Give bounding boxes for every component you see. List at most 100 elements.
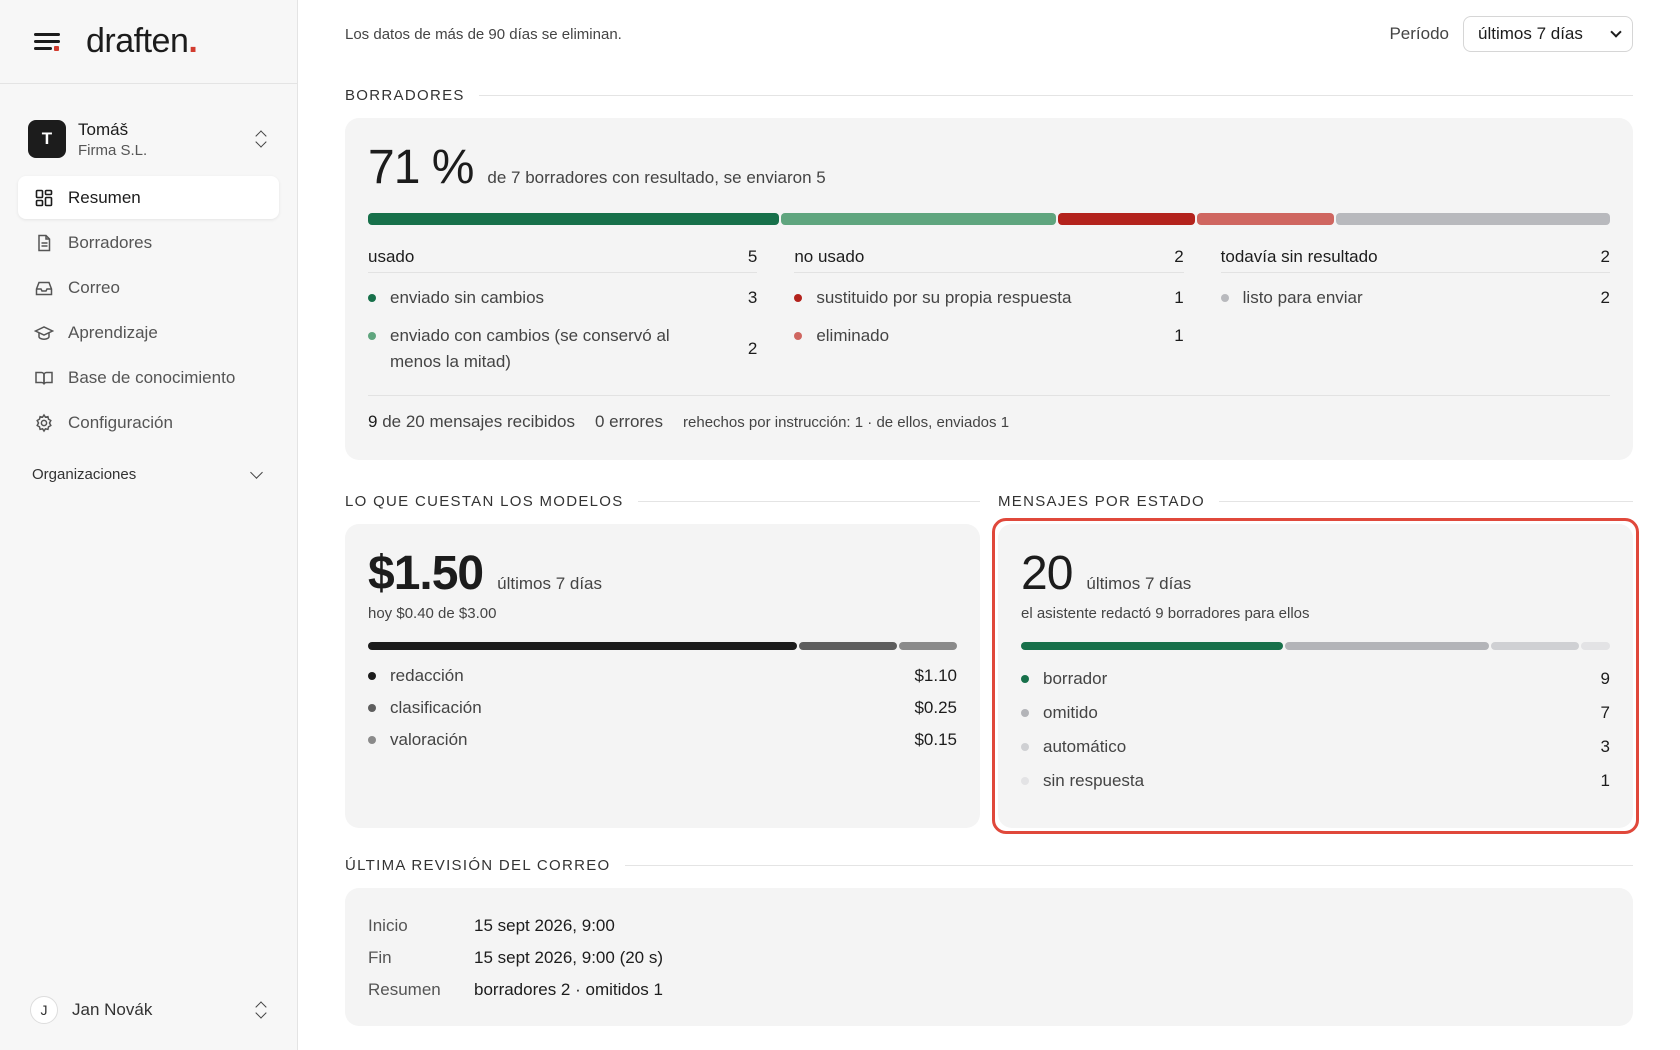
bar-segment: [1491, 642, 1579, 650]
message-state-row: borrador 9: [1021, 662, 1610, 696]
topbar: Los datos de más de 90 días se eliminan.…: [345, 0, 1633, 68]
bar-segment: [1196, 213, 1334, 225]
nav-item-label: Resumen: [68, 187, 141, 207]
drafts-column: no usado 2 sustituido por su propia respue…: [794, 247, 1184, 375]
bar-segment: [799, 642, 897, 650]
period-filter: Período últimos 7 días: [1389, 16, 1633, 52]
breakdown-row: eliminado 1: [794, 323, 1184, 349]
nav-item-label: Base de conocimiento: [68, 367, 236, 387]
main-content: Los datos de más de 90 días se eliminan.…: [345, 0, 1639, 1026]
received-messages: 9 de 20 mensajes recibidos: [368, 412, 575, 431]
review-row: Inicio 15 sept 2026, 9:00: [368, 916, 615, 935]
review-card: Inicio 15 sept 2026, 9:00 Fin 15 sept 2026…: [345, 888, 1633, 1026]
messages-period: últimos 7 días: [1086, 574, 1192, 593]
costs-today: hoy $0.40 de $3.00: [368, 605, 497, 622]
errors-count: 0 errores: [594, 412, 664, 431]
bar-segment: [898, 642, 957, 650]
section-title-review: ÚLTIMA REVISIÓN DEL CORREO: [345, 842, 1633, 888]
status-dot: [1021, 709, 1029, 717]
gear-icon: [34, 413, 54, 433]
costs-list: redacción $1.10 clasificación $0.25 valoraci…: [368, 660, 957, 756]
account-org: Firma S.L.: [78, 141, 148, 159]
messages-subtitle: el asistente redactó 9 borradores para e…: [1021, 605, 1310, 622]
column-header: usado 5: [368, 247, 758, 273]
status-dot: [1220, 294, 1229, 302]
period-select-value: últimos 7 días: [1478, 24, 1583, 43]
organizations-label: Organizaciones: [32, 466, 137, 483]
status-dot: [368, 294, 376, 302]
drafts-percent: 71 %: [368, 141, 474, 194]
bar-segment: [1021, 642, 1284, 650]
status-dot: [368, 704, 376, 712]
nav-item-correo[interactable]: Correo: [18, 266, 279, 309]
chevron-down-icon: [1610, 26, 1622, 38]
drafts-column: usado 5 enviado sin cambios 3 enviado con ca…: [368, 247, 758, 375]
status-dot: [368, 736, 376, 744]
breakdown-row: sustituido por su propia respuesta 1: [794, 285, 1184, 311]
chevron-up-down-icon: [253, 999, 269, 1021]
messages-progress-bar: [1021, 642, 1610, 650]
status-dot: [1021, 675, 1029, 683]
column-header: todavía sin resultado 2: [1220, 247, 1610, 273]
bar-segment: [368, 213, 780, 225]
chevron-up-down-icon: [253, 128, 269, 150]
bar-segment: [1057, 213, 1195, 225]
graduation-cap-icon: [34, 323, 54, 343]
chevron-down-icon: [250, 466, 263, 479]
messages-card: 20 últimos 7 días el asistente redactó 9…: [992, 518, 1639, 834]
drafts-breakdown: usado 5 enviado sin cambios 3 enviado con ca…: [368, 247, 1610, 375]
section-title-drafts: BORRADORES: [345, 72, 1633, 118]
nav-item-label: Borradores: [68, 232, 153, 252]
cost-row: redacción $1.10: [368, 660, 957, 692]
costs-period: últimos 7 días: [497, 574, 603, 593]
costs-card: $1.50 últimos 7 días hoy $0.40 de $3.00 …: [345, 524, 980, 828]
message-state-row: omitido 7: [1021, 696, 1610, 730]
logo[interactable]: draften.: [86, 22, 198, 60]
account-switcher[interactable]: T Tomáš Firma S.L.: [0, 116, 297, 162]
status-dot: [1021, 777, 1029, 785]
messages-list: borrador 9 omitido 7 automático 3 sin respuest…: [1021, 662, 1610, 798]
nav-item-borradores[interactable]: Borradores: [18, 221, 279, 264]
status-dot: [368, 672, 376, 680]
costs-progress-bar: [368, 642, 957, 650]
messages-total: 20: [1021, 547, 1073, 600]
nav-item-configuracion[interactable]: Configuración: [18, 401, 279, 444]
account-avatar: T: [28, 120, 66, 158]
retention-notice: Los datos de más de 90 días se eliminan.: [345, 25, 622, 43]
message-state-row: sin respuesta 1: [1021, 764, 1610, 798]
bar-segment: [368, 642, 797, 650]
drafts-card: 71 % de 7 borradores con resultado, se e…: [345, 118, 1633, 460]
menu-icon[interactable]: [34, 32, 60, 52]
cost-row: valoración $0.15: [368, 724, 957, 756]
breakdown-row: listo para enviar 2: [1220, 285, 1610, 311]
sidebar: draften. T Tomáš Firma S.L. Resumen Borr…: [0, 0, 298, 1050]
nav-item-base-de-conocimiento[interactable]: Base de conocimiento: [18, 356, 279, 399]
section-title-costs: LO QUE CUESTAN LOS MODELOS: [345, 478, 980, 524]
inbox-icon: [34, 278, 54, 298]
nav-item-resumen[interactable]: Resumen: [18, 176, 279, 219]
nav-item-label: Configuración: [68, 412, 173, 432]
message-state-row: automático 3: [1021, 730, 1610, 764]
bar-segment: [781, 213, 1056, 225]
book-icon: [34, 368, 54, 388]
account-name: Tomáš: [78, 119, 129, 139]
user-menu[interactable]: J Jan Novák: [30, 992, 269, 1028]
organizations-toggle[interactable]: Organizaciones: [0, 466, 297, 483]
column-header: no usado 2: [794, 247, 1184, 273]
nav-item-label: Aprendizaje: [68, 322, 158, 342]
review-row: Resumen borradores 2 · omitidos 1: [368, 980, 663, 999]
cost-row: clasificación $0.25: [368, 692, 957, 724]
drafts-progress-bar: [368, 213, 1610, 225]
breakdown-row: enviado sin cambios 3: [368, 285, 757, 311]
status-dot: [1021, 743, 1029, 751]
review-row: Fin 15 sept 2026, 9:00 (20 s): [368, 948, 664, 967]
user-avatar: J: [30, 996, 58, 1024]
drafts-summary: de 7 borradores con resultado, se enviar…: [487, 168, 826, 187]
nav-item-aprendizaje[interactable]: Aprendizaje: [18, 311, 279, 354]
period-select[interactable]: últimos 7 días: [1463, 16, 1633, 52]
nav-item-label: Correo: [68, 277, 120, 297]
breakdown-row: enviado con cambios (se conservó al meno…: [368, 323, 757, 375]
status-dot: [794, 294, 803, 302]
status-dot: [794, 332, 803, 340]
bar-segment: [1285, 642, 1490, 650]
